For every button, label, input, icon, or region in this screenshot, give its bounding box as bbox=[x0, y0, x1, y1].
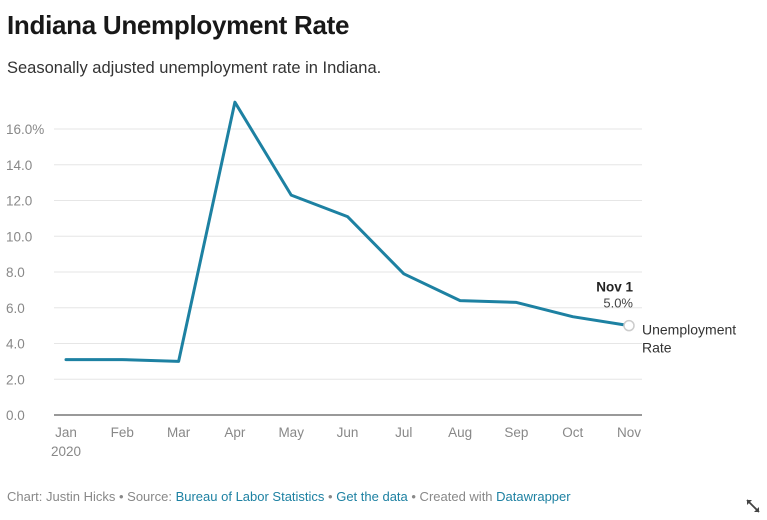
y-axis-ticks: 0.0 2.0 4.0 6.0 8.0 10.0 12.0 14.0 16.0% bbox=[6, 122, 44, 423]
x-tick-label: Jul bbox=[395, 425, 412, 440]
x-tick-label: Oct bbox=[562, 425, 583, 440]
annotation-value: 5.0% bbox=[603, 296, 633, 311]
annotation-date: Nov 1 bbox=[596, 280, 633, 295]
y-tick-label: 4.0 bbox=[6, 337, 25, 352]
footer-separator: • Source: bbox=[115, 489, 176, 504]
x-tick-label: Nov bbox=[617, 425, 641, 440]
y-tick-label: 0.0 bbox=[6, 408, 25, 423]
y-tick-label: 2.0 bbox=[6, 372, 25, 387]
datawrapper-link[interactable]: Datawrapper bbox=[496, 489, 571, 504]
end-point-marker bbox=[623, 319, 635, 332]
x-tick-label: Aug bbox=[448, 425, 472, 440]
y-tick-label: 16.0% bbox=[6, 122, 44, 137]
footer-separator: • Created with bbox=[407, 489, 497, 504]
footer-separator: • bbox=[324, 489, 337, 504]
y-tick-label: 6.0 bbox=[6, 301, 25, 316]
y-tick-label: 8.0 bbox=[6, 265, 25, 280]
y-tick-label: 12.0 bbox=[6, 194, 32, 209]
y-tick-label: 14.0 bbox=[6, 158, 32, 173]
get-data-link[interactable]: Get the data bbox=[336, 489, 408, 504]
series-direct-label: Unemployment Rate bbox=[642, 322, 736, 356]
chart-subtitle: Seasonally adjusted unemployment rate in… bbox=[7, 59, 382, 77]
x-tick-label: Jun bbox=[337, 425, 359, 440]
x-tick-label: Sep bbox=[504, 425, 528, 440]
gridlines bbox=[54, 128, 642, 380]
footer: Chart: Justin Hicks • Source: Bureau of … bbox=[7, 489, 571, 504]
chart-title: Indiana Unemployment Rate bbox=[7, 10, 350, 40]
x-axis-ticks: Jan Feb Mar Apr May Jun Jul Aug Sep Oct Nov 2020 bbox=[51, 425, 641, 459]
x-tick-label: Apr bbox=[224, 425, 246, 440]
expand-arrows-icon[interactable] bbox=[746, 499, 760, 513]
x-tick-label: May bbox=[278, 425, 304, 440]
y-tick-label: 10.0 bbox=[6, 229, 32, 244]
x-tick-year-label: 2020 bbox=[51, 444, 81, 459]
x-tick-label: Jan bbox=[55, 425, 77, 440]
x-tick-label: Mar bbox=[167, 425, 191, 440]
source-link[interactable]: Bureau of Labor Statistics bbox=[175, 489, 325, 504]
x-tick-label: Feb bbox=[111, 425, 134, 440]
series-line-unemployment-rate bbox=[64, 100, 631, 363]
footer-credit: Chart: Justin Hicks bbox=[7, 489, 116, 504]
